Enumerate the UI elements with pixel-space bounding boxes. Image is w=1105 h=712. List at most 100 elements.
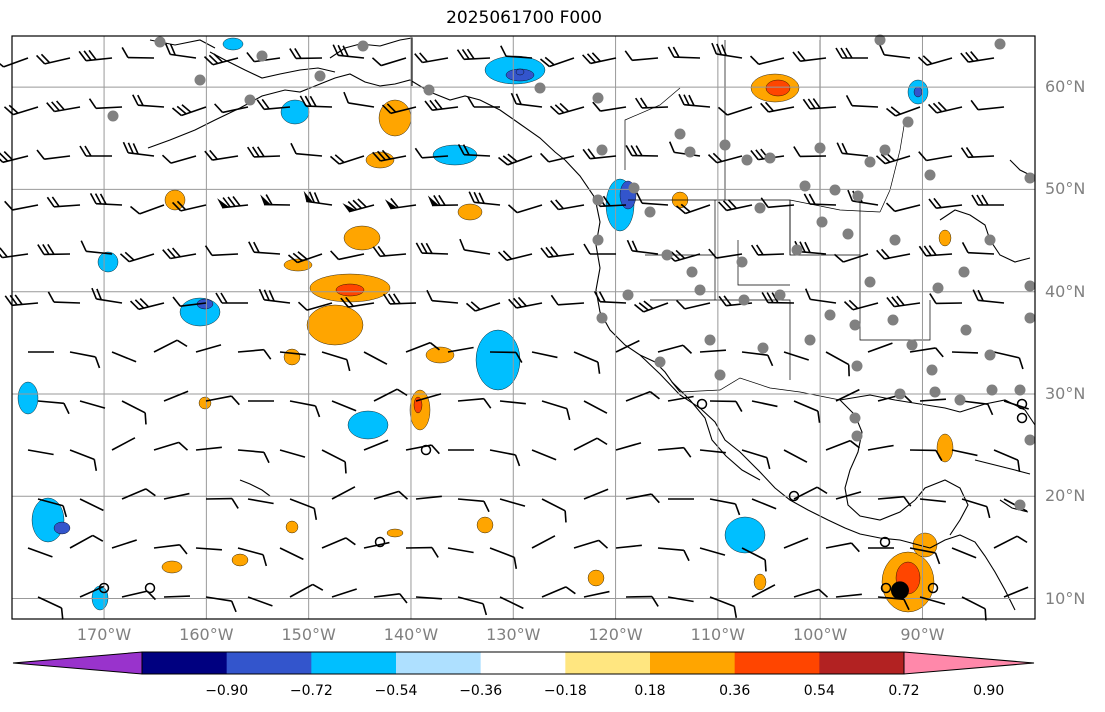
wind-barb [909, 347, 944, 358]
station-marker-open [374, 536, 386, 548]
station-marker [661, 249, 673, 261]
station-marker [244, 94, 256, 106]
lat-label: 60°N [1045, 77, 1086, 97]
anomaly-blob [587, 569, 605, 587]
wind-barb [121, 400, 147, 425]
station-marker [851, 360, 863, 372]
lon-label: 110°W [690, 625, 746, 644]
station-marker [736, 256, 748, 268]
wind-barb [321, 537, 356, 549]
colorbar-tick-label: 0.90 [973, 683, 1005, 699]
map-title: 2025061700 F000 [446, 8, 602, 28]
wind-barb [531, 351, 558, 359]
wind-barb [625, 145, 659, 157]
wind-barb [497, 250, 533, 262]
wind-barb [951, 547, 977, 559]
station-marker [984, 349, 996, 361]
anomaly-blob [347, 410, 389, 440]
wind-barbs [0, 42, 1029, 621]
wind-barb [667, 46, 701, 59]
station-marker [824, 309, 836, 321]
lon-label: 170°W [76, 625, 132, 644]
wind-barb [237, 348, 272, 360]
anomaly-blob [283, 258, 313, 272]
wind-barb [69, 351, 101, 369]
colorbar-tick-label: 0.54 [803, 683, 835, 699]
wind-barb [46, 100, 81, 113]
wind-barb [0, 247, 29, 259]
station-marker [754, 202, 766, 214]
wind-barb [918, 151, 953, 162]
wind-barb [37, 498, 68, 518]
station-marker [674, 128, 686, 140]
station-marker [719, 139, 731, 151]
station-marker-open [1016, 412, 1028, 424]
station-marker [1014, 384, 1026, 396]
wind-barb [751, 400, 778, 408]
wind-barb [699, 547, 726, 556]
station-marker [314, 70, 326, 82]
wind-barb [845, 94, 879, 108]
wind-barb [195, 547, 222, 551]
wind-barb [550, 294, 585, 306]
station-marker [889, 234, 901, 246]
wind-barb [153, 544, 188, 555]
wind-barb [750, 244, 785, 256]
station-marker [958, 266, 970, 278]
wind-barb [498, 153, 533, 166]
wind-barb [279, 547, 304, 561]
wind-barb [287, 251, 323, 264]
station-marker [829, 184, 841, 196]
station-marker [842, 228, 854, 240]
station-marker [1024, 312, 1036, 324]
wind-barb [541, 586, 576, 598]
wind-barb [825, 351, 850, 377]
station-marker [738, 294, 750, 306]
wind-barb [951, 351, 979, 354]
colorbar-low-extend [12, 651, 143, 675]
wind-barb [331, 400, 357, 412]
anomaly-shading [17, 37, 954, 613]
wind-barb [111, 539, 137, 549]
wind-barb [499, 400, 526, 405]
station-marker [684, 146, 696, 158]
station-marker [1024, 280, 1036, 292]
colorbar-segment [650, 652, 736, 674]
wind-barb [699, 349, 726, 353]
storm-center-marker [890, 581, 909, 600]
wind-barb [303, 190, 333, 206]
station-marker [816, 216, 828, 228]
colorbar-tick-label: −0.54 [374, 683, 418, 699]
wind-barb [741, 351, 774, 367]
station-marker-open [98, 582, 110, 594]
wind-barb [153, 441, 189, 451]
wind-barb [751, 498, 777, 510]
wind-barb [79, 145, 112, 157]
wind-barb [667, 596, 694, 603]
wind-barb [657, 547, 690, 562]
station-marker-open [420, 444, 432, 456]
station-marker [986, 384, 998, 396]
wind-barb [162, 247, 197, 260]
wind-barb [340, 296, 375, 308]
wind-barb [929, 293, 963, 305]
wind-barb [372, 245, 407, 258]
wind-barb [835, 593, 862, 598]
station-marker [960, 324, 972, 336]
wind-barb [372, 149, 407, 162]
wind-barb [382, 293, 417, 305]
station-marker [194, 74, 206, 86]
anomaly-blob [222, 37, 244, 51]
station-marker-open [788, 490, 800, 502]
wind-barb [465, 301, 501, 312]
anomaly-blob [231, 553, 249, 567]
station-marker [864, 156, 876, 168]
wind-barb [329, 154, 365, 165]
wind-barb [427, 194, 459, 207]
wind-barb [960, 51, 995, 63]
wind-barb [709, 596, 738, 618]
wind-barb [540, 246, 575, 258]
wind-barb [499, 498, 526, 507]
wind-barb [279, 351, 306, 356]
wind-barb [342, 198, 375, 213]
